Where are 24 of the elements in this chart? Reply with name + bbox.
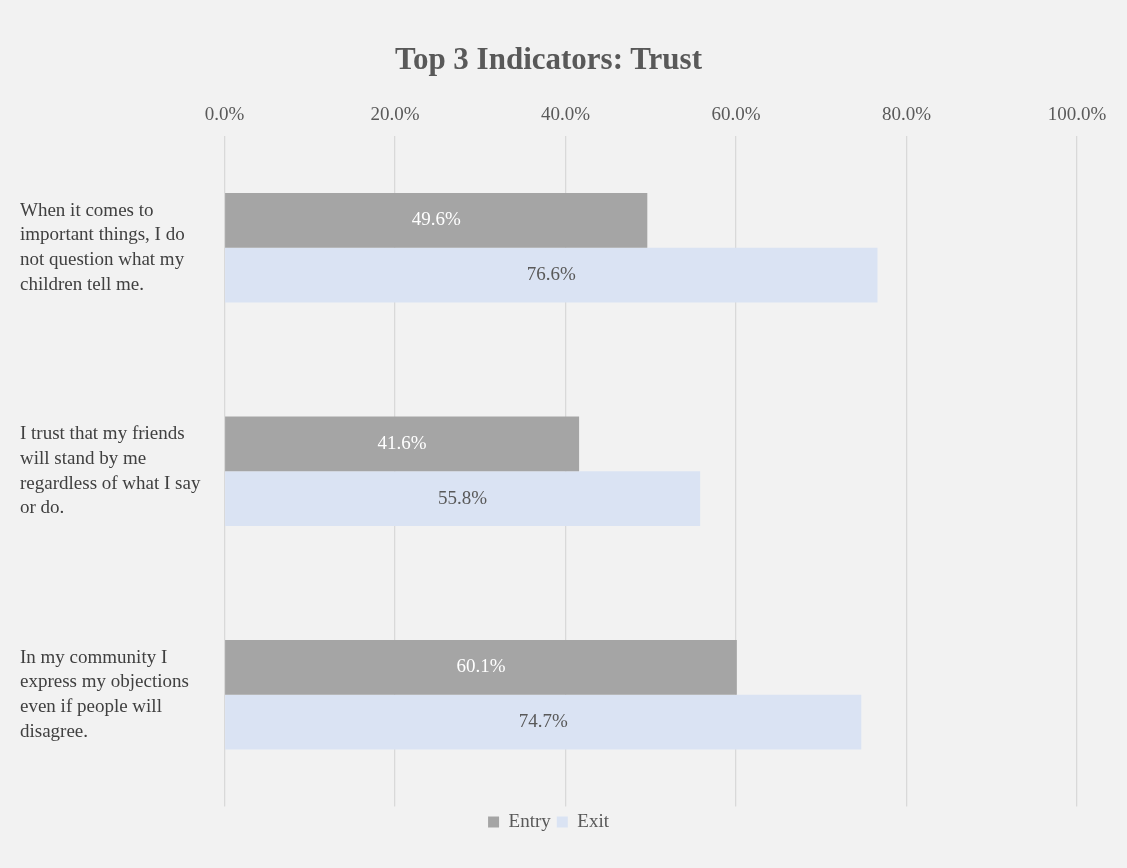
bar (225, 416, 580, 472)
legend-label: Entry (508, 810, 552, 832)
x-tick-label: 40.0% (540, 102, 591, 124)
bar (225, 640, 737, 695)
x-tick-label: 60.0% (711, 102, 761, 124)
chart-title: Top 3 Indicators: Trust (395, 40, 703, 76)
x-tick-label: 20.0% (370, 102, 420, 124)
bar (225, 247, 878, 303)
x-tick-label: 0.0% (204, 102, 245, 124)
x-tick-label: 80.0% (881, 102, 932, 124)
bar (225, 694, 862, 750)
legend-label: Exit (577, 810, 610, 832)
data-label: 41.6% (377, 431, 427, 453)
data-label: 60.1% (456, 655, 506, 677)
y-tick-label: I trust that my friends will stand by me regardless of what I say or do. (20, 422, 201, 518)
y-tick-label: In my community I express my objections even if people will disagree. (20, 645, 189, 741)
data-label: 74.7% (518, 710, 568, 732)
data-label: 55.8% (438, 486, 488, 508)
x-tick-label: 100.0% (1047, 102, 1107, 124)
bar (225, 193, 648, 248)
bar (225, 471, 701, 527)
data-label: 76.6% (526, 263, 576, 285)
data-label: 49.6% (411, 208, 461, 230)
y-tick-label: When it comes to important things, I do not question what my children tell me. (20, 198, 185, 294)
